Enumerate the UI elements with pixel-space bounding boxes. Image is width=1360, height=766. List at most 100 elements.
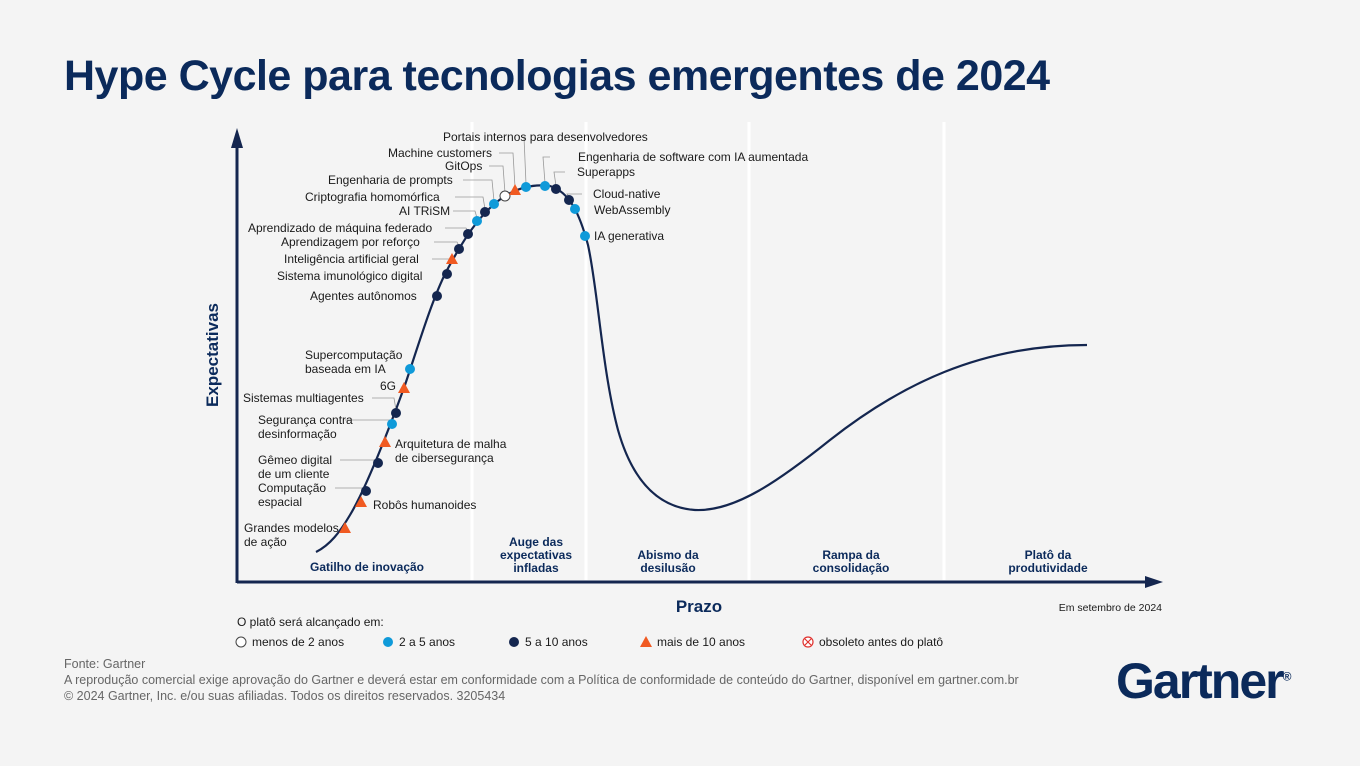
phase-label: Platô da produtividade <box>1008 548 1088 575</box>
technology-item: Aprendizagem por reforço <box>281 235 464 254</box>
technology-label: Cloud-native <box>593 187 661 201</box>
technology-dot-icon <box>551 184 561 194</box>
leader-line <box>463 179 495 202</box>
legend-item-2to5: 2 a 5 anos <box>383 635 455 649</box>
technology-dot-icon <box>580 231 590 241</box>
technology-label: Gêmeo digital de um cliente <box>258 453 332 481</box>
legend-label: obsoleto antes do platô <box>819 635 943 649</box>
technology-dot-icon <box>472 216 482 226</box>
technology-label: IA generativa <box>594 229 664 243</box>
technology-dot-icon <box>387 419 397 429</box>
technology-markers: Grandes modelos de ação Robôs humanoides Co… <box>243 130 808 549</box>
phase-dividers <box>470 122 946 580</box>
technology-label: Supercomputação baseada em IA <box>305 348 403 376</box>
axes <box>231 128 1163 588</box>
technology-label: Arquitetura de malha de cibersegurança <box>395 437 507 465</box>
technology-dot-icon <box>432 291 442 301</box>
technology-triangle-icon <box>509 184 521 195</box>
technology-label: Sistema imunológico digital <box>277 269 422 283</box>
technology-dot-icon <box>454 244 464 254</box>
technology-item: Arquitetura de malha de cibersegurança <box>379 436 507 465</box>
technology-triangle-icon <box>379 436 391 447</box>
legend-item-gt10: mais de 10 anos <box>640 635 745 649</box>
technology-item: Grandes modelos de ação <box>244 521 351 549</box>
technology-item: Engenharia de software com IA aumentada <box>540 150 808 191</box>
footer: Fonte: Gartner A reprodução comercial ex… <box>64 656 1019 704</box>
legend-obsolete-icon <box>802 636 814 648</box>
technology-label: Grandes modelos de ação <box>244 521 339 549</box>
legend-title: O platô será alcançado em: <box>237 615 384 629</box>
legend-label: mais de 10 anos <box>657 635 745 649</box>
technology-label: Superapps <box>577 165 635 179</box>
leader-line <box>372 397 397 411</box>
technology-item: Engenharia de prompts <box>328 173 499 209</box>
legend-label: menos de 2 anos <box>252 635 344 649</box>
leader-line <box>453 210 478 219</box>
leader-line <box>542 156 550 184</box>
notice-text: A reprodução comercial exige aprovação d… <box>64 673 1019 687</box>
technology-label: Criptografia homomórfica <box>305 190 440 204</box>
technology-item: Computação espacial <box>258 481 371 509</box>
technology-item: AI TRiSM <box>399 204 482 226</box>
technology-item: Supercomputação baseada em IA <box>305 348 415 376</box>
phase-label: Auge das expectativas infladas <box>500 535 572 575</box>
technology-label: 6G <box>380 379 396 393</box>
hype-curve <box>315 184 1088 553</box>
technology-item: Cloud-native <box>564 187 661 205</box>
technology-dot-icon <box>391 408 401 418</box>
technology-label: Robôs humanoides <box>373 498 476 512</box>
technology-item: Gêmeo digital de um cliente <box>258 453 383 481</box>
legend-item-obsolete: obsoleto antes do platô <box>802 635 943 649</box>
leader-line <box>489 165 506 194</box>
leader-line <box>455 196 486 210</box>
technology-dot-icon <box>373 458 383 468</box>
gartner-logo: Gartner® <box>1116 653 1292 709</box>
technology-item: Sistema imunológico digital <box>277 269 452 283</box>
legend-dot-icon <box>383 637 393 647</box>
technology-item: Machine customers <box>388 146 521 195</box>
technology-item: Sistemas multiagentes <box>243 391 401 418</box>
technology-dot-icon <box>570 204 580 214</box>
technology-triangle-icon <box>446 253 458 264</box>
technology-label: Aprendizado de máquina federado <box>248 221 432 235</box>
legend-dot-icon <box>235 636 247 648</box>
technology-dot-icon <box>463 229 473 239</box>
technology-triangle-icon <box>355 496 367 507</box>
technology-label: WebAssembly <box>594 203 670 217</box>
technology-dot-icon <box>405 364 415 374</box>
technology-label: Portais internos para desenvolvedores <box>443 130 648 144</box>
technology-item: Aprendizado de máquina federado <box>248 221 473 239</box>
legend-item-lt2: menos de 2 anos <box>235 635 344 649</box>
technology-item: Agentes autônomos <box>310 289 442 303</box>
y-axis-label: Expectativas <box>203 303 222 407</box>
page-title: Hype Cycle para tecnologias emergentes d… <box>64 52 1050 100</box>
technology-triangle-icon <box>339 522 351 533</box>
technology-item: WebAssembly <box>570 203 670 217</box>
technology-item: 6G <box>380 379 410 393</box>
leader-line <box>499 152 516 188</box>
phase-labels: Gatilho de inovação Auge das expectativas i… <box>310 535 1088 575</box>
technology-item: Inteligência artificial geral <box>284 252 458 266</box>
technology-dot-icon <box>540 181 550 191</box>
technology-item: Segurança contra desinformação <box>258 413 397 441</box>
technology-dot-icon <box>499 190 511 202</box>
technology-label: Agentes autônomos <box>310 289 417 303</box>
technology-label: Aprendizagem por reforço <box>281 235 420 249</box>
leader-line <box>553 171 565 187</box>
as-of-date: Em setembro de 2024 <box>1059 602 1162 614</box>
legend-item-5to10: 5 a 10 anos <box>509 635 588 649</box>
technology-item: Robôs humanoides <box>355 496 476 512</box>
technology-item: Portais internos para desenvolvedores <box>443 130 648 192</box>
technology-label: Sistemas multiagentes <box>243 391 364 405</box>
technology-dot-icon <box>442 269 452 279</box>
technology-item: Criptografia homomórfica <box>305 190 490 217</box>
technology-label: Engenharia de prompts <box>328 173 453 187</box>
phase-label: Rampa da consolidação <box>813 548 890 575</box>
technology-label: AI TRiSM <box>399 204 450 218</box>
leader-line <box>434 241 460 247</box>
legend: O platô será alcançado em: menos de 2 ano… <box>235 615 943 649</box>
technology-label: GitOps <box>445 159 482 173</box>
technology-item: IA generativa <box>580 229 664 243</box>
technology-dot-icon <box>521 182 531 192</box>
